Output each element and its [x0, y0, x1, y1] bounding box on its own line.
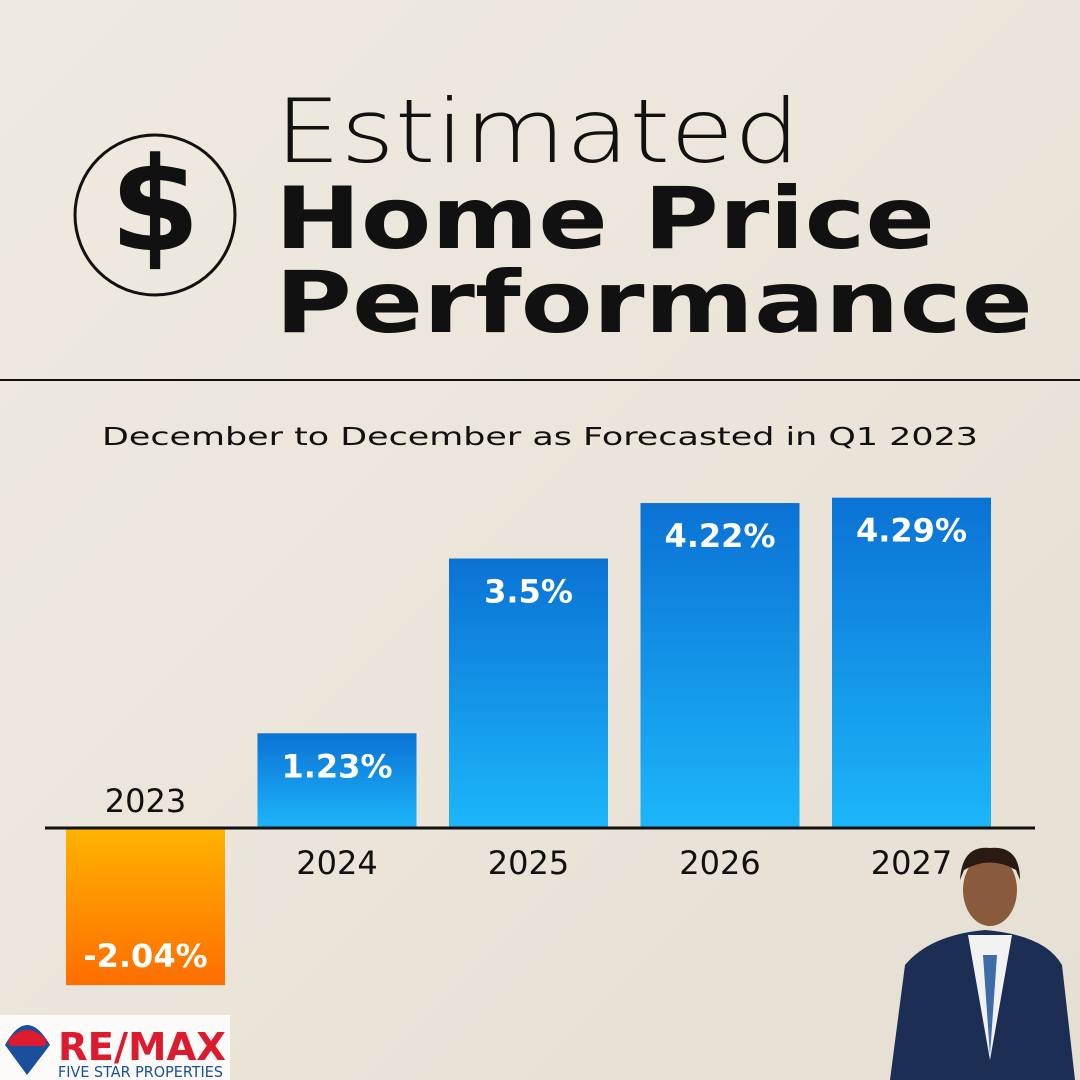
x-tick-label: 2027 [871, 844, 952, 882]
value-label: 4.22% [664, 517, 775, 555]
bar [257, 733, 417, 828]
value-label: 3.5% [484, 573, 573, 611]
bar [640, 503, 800, 828]
title-line: Home Price [275, 169, 935, 269]
x-tick-label: 2025 [488, 844, 569, 882]
bar [832, 497, 991, 828]
presenter [890, 847, 1075, 1080]
bar [66, 828, 225, 986]
x-tick-label: 2024 [296, 844, 377, 882]
x-tick-label: 2023 [105, 782, 186, 820]
value-label: 1.23% [281, 747, 392, 785]
x-tick-label: 2026 [679, 844, 760, 882]
title-line: Performance [275, 253, 1033, 353]
logo-text: RE/MAX [58, 1025, 226, 1069]
bar [449, 558, 608, 828]
title-line: Estimated [275, 80, 800, 183]
subtitle: December to December as Forecasted in Q1… [102, 422, 978, 451]
value-label: -2.04% [83, 937, 207, 975]
logo: RE/MAX FIVE STAR PROPERTIES [0, 1015, 230, 1080]
value-label: 4.29% [856, 512, 967, 550]
office-name: FIVE STAR PROPERTIES [58, 1063, 223, 1080]
plot: -2.04% 2023 1.23% 2024 3.5% 2025 4.22% 2026 4.29… [66, 497, 991, 986]
dollar-icon: $ [110, 129, 200, 281]
icon-circle [73, 133, 237, 297]
balloon [8, 1030, 47, 1046]
